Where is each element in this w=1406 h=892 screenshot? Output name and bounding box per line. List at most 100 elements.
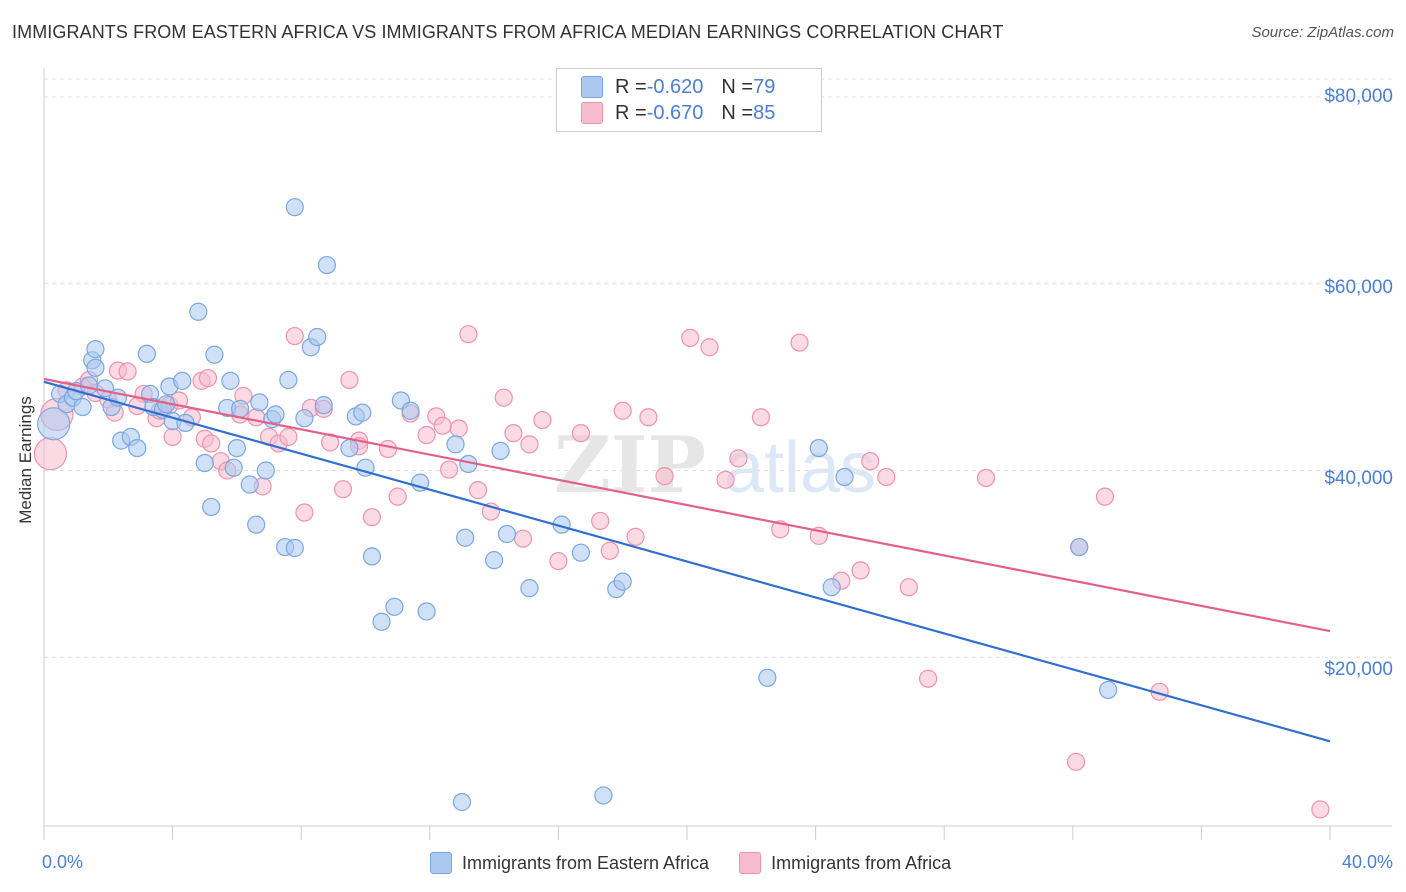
stats-row-africa: R = -0.670 N = 85 [581,101,775,125]
data-point [452,792,472,812]
n-label: N = [721,101,754,124]
legend-item-africa[interactable]: Immigrants from Africa [739,852,951,874]
data-point [861,452,880,471]
data-point [497,524,517,544]
data-point [600,541,619,560]
source-label: Source: ZipAtlas.com [1251,24,1394,41]
data-point [520,435,539,454]
data-point [240,475,259,494]
data-point [86,358,105,377]
data-point [362,547,382,566]
data-point [491,441,510,460]
data-point [285,326,304,346]
data-point [449,419,468,438]
data-point [333,480,353,499]
legend-swatch-pink [739,852,762,874]
data-point [227,438,246,458]
data-point [173,371,192,390]
data-point [224,458,243,477]
data-point [86,340,105,359]
data-point [851,561,870,580]
data-point [285,198,304,217]
series-legend: Immigrants from Eastern Africa Immigrant… [430,852,981,874]
data-point [247,408,266,427]
data-point [520,579,539,598]
data-point [279,427,298,446]
r-label: R = [615,101,647,124]
data-point [353,403,372,422]
legend-item-eastern-africa[interactable]: Immigrants from Eastern Africa [430,852,709,874]
data-point [613,401,632,420]
watermark-atlas: atlas [724,428,876,508]
data-point [899,578,918,597]
data-point [79,376,99,395]
data-point [1099,680,1118,700]
data-point [758,668,777,687]
data-point [639,408,658,427]
data-point [247,515,266,534]
data-point [751,408,771,427]
data-point [388,487,407,506]
data-point [417,602,436,621]
data-point [340,370,359,390]
data-point [378,439,398,459]
data-point [195,453,214,473]
stats-legend: R = -0.620 N = 79 R = -0.670 N = 85 [556,68,822,132]
data-point [700,338,719,357]
data-point [202,497,221,517]
data-point [1070,537,1089,557]
data-point [571,543,591,562]
data-point [716,470,735,489]
data-point [513,529,533,548]
data-point [163,427,182,446]
data-point [118,362,137,381]
y-axis-label: Median Earnings [16,396,35,524]
series-eastern-africa-points [37,198,1118,812]
legend-swatch-blue [581,76,603,98]
data-point [433,416,452,435]
data-point [202,434,221,453]
legend-label: Immigrants from Africa [771,852,952,873]
n-label: N = [721,75,754,98]
data-point [790,333,809,352]
data-point [1311,800,1330,819]
chart-title: IMMIGRANTS FROM EASTERN AFRICA VS IMMIGR… [12,22,1004,42]
data-point [504,424,523,443]
data-point [285,538,304,558]
data-point [485,551,504,570]
x-tick-label-max: 40.0% [1341,852,1393,872]
data-point [205,345,224,364]
x-tick-label-min: 0.0% [42,852,84,872]
data-point [549,551,568,571]
y-tick-label-60000: $60,000 [1324,277,1393,298]
data-point [655,467,674,486]
data-point [73,397,92,417]
y-tick-label-20000: $20,000 [1324,659,1393,680]
data-point [340,438,359,458]
data-point [681,328,700,348]
y-tick-label-80000: $80,000 [1324,86,1393,107]
data-point [33,437,68,471]
x-axis [43,68,1392,840]
data-point [533,410,552,430]
data-point [439,460,459,479]
data-point [401,401,420,420]
data-point [279,370,298,390]
data-point [372,612,391,631]
data-point [446,435,465,454]
data-point [308,327,327,347]
data-point [591,511,610,531]
stats-row-eastern-africa: R = -0.620 N = 79 [581,75,775,99]
r-value: -0.620 [646,75,704,98]
data-point [221,371,240,390]
r-label: R = [615,75,647,98]
trend-lines [43,377,1331,743]
data-point [256,461,275,480]
legend-swatch-pink [581,102,603,124]
data-point [626,527,645,546]
data-point [919,669,938,688]
data-point [295,503,314,522]
legend-swatch-blue [430,852,452,874]
data-point [417,425,436,445]
